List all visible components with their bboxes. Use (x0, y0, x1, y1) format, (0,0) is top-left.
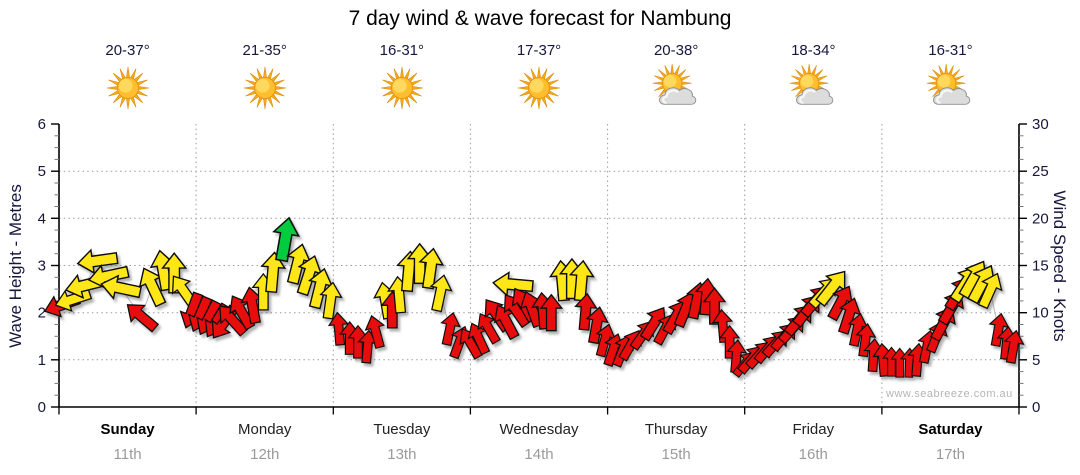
day-date: 11th (113, 446, 142, 463)
sun-cloud-icon (631, 63, 721, 112)
sun-glyph (243, 66, 286, 110)
temp-range: 21-35° (242, 42, 287, 59)
temp-range: 16-31° (928, 42, 973, 59)
tick-label: 15 (1032, 258, 1049, 275)
day-name: Monday (238, 421, 292, 438)
day-summary-thursday: 20-38° (631, 42, 721, 112)
tick-label: 5 (38, 163, 46, 180)
wind-arrow (76, 248, 119, 275)
tick-label: 0 (38, 399, 46, 416)
sun-cloud-icon (768, 63, 858, 112)
temp-range: 16-31° (379, 42, 425, 59)
tick-label: 4 (38, 210, 46, 227)
day-name: Wednesday (499, 421, 579, 438)
tick-label: 1 (38, 352, 46, 369)
day-summary-tuesday: 16-31° (357, 42, 447, 112)
tick-label: 20 (1032, 210, 1049, 227)
sun-icon (494, 64, 584, 112)
day-summary-wednesday: 17-37° (494, 42, 584, 112)
daily-summary-row: 20-37° 21-35° 16-31° 17-37° 20-38° 18-34° 16-3… (0, 42, 1080, 122)
left-axis-ticks: 0 1 2 3 4 5 6 (38, 116, 59, 416)
x-axis-ticks (58, 407, 1020, 415)
left-axis-title: Wave Height - Metres (6, 184, 25, 348)
x-axis-day-labels: Sunday 11th Monday 12th Tuesday 13th Wednesday… (0, 421, 1080, 475)
temp-range: 17-37° (516, 42, 562, 59)
watermark: www.seabreeze.com.au (886, 388, 1013, 400)
wind-arrow (539, 293, 564, 332)
wind-arrow (319, 281, 343, 320)
tick-label: 10 (1032, 305, 1049, 322)
day-summary-friday: 18-34° (768, 42, 858, 112)
temp-range: 20-38° (653, 42, 699, 59)
day-name: Friday (792, 421, 835, 438)
right-axis-title: Wind Speed - Knots (1050, 190, 1069, 342)
wind-arrow (364, 314, 386, 349)
right-axis-ticks: 0 5 10 15 20 25 30 (1019, 116, 1049, 416)
sun-icon (357, 64, 447, 112)
day-name: Tuesday (373, 421, 431, 438)
chart-title: 7 day wind & wave forecast for Nambung (348, 7, 732, 30)
wind-arrow (1003, 329, 1025, 364)
wind-arrow (100, 274, 143, 300)
tick-label: 5 (1032, 352, 1040, 369)
day-name: Sunday (100, 421, 155, 438)
wind-arrow (702, 287, 727, 325)
tick-label: 6 (38, 116, 46, 133)
day-date: 17th (935, 446, 966, 463)
sun-cloud-glyph (652, 63, 697, 105)
sun-cloud-glyph (927, 63, 971, 105)
tick-label: 25 (1032, 163, 1049, 180)
tick-label: 30 (1032, 116, 1049, 133)
wind-arrow (718, 324, 741, 359)
sun-icon (220, 64, 310, 112)
wind-arrow (977, 272, 1003, 310)
day-date: 15th (661, 446, 691, 463)
wind-arrow (585, 306, 609, 345)
day-name: Saturday (918, 421, 983, 438)
wind-arrow (429, 274, 453, 313)
tick-label: 0 (1032, 399, 1040, 416)
day-name: Thursday (644, 421, 708, 438)
wind-arrow (260, 251, 287, 294)
wind-arrows (43, 216, 1025, 379)
temp-range: 18-34° (791, 42, 836, 59)
wind-arrow (440, 311, 462, 347)
day-date: 16th (798, 446, 828, 463)
wind-arrow (126, 304, 160, 333)
day-summary-monday: 21-35° (220, 42, 310, 112)
day-summary-saturday: 16-31° (905, 42, 995, 112)
sun-glyph (380, 66, 424, 110)
wind-arrow (272, 216, 301, 263)
wind-arrow (568, 259, 595, 302)
wind-arrow (855, 323, 877, 358)
temp-range: 20-37° (105, 42, 150, 59)
wind-arrow (418, 247, 445, 290)
sun-glyph (517, 66, 561, 110)
day-date: 12th (250, 446, 280, 463)
wind-arrow (327, 311, 350, 346)
sun-cloud-glyph (789, 63, 834, 105)
day-date: 13th (387, 446, 417, 463)
tick-label: 2 (38, 305, 46, 322)
day-summary-sunday: 20-37° (83, 42, 173, 112)
sun-icon (83, 64, 173, 112)
sun-cloud-icon (905, 63, 995, 112)
tick-label: 3 (38, 258, 46, 275)
sun-glyph (106, 66, 149, 110)
day-date: 14th (524, 446, 554, 463)
wind-arrow (574, 292, 598, 331)
wind-arrow (492, 271, 534, 297)
